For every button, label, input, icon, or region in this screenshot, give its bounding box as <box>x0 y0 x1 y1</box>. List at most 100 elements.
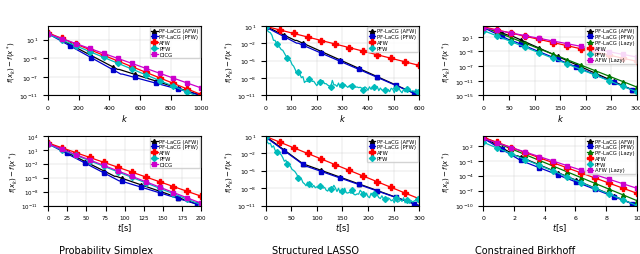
PFW <box>298 77 305 80</box>
DICG <box>74 154 81 157</box>
Line: PFW: PFW <box>481 141 639 208</box>
AFW <box>185 191 193 194</box>
PF-LaCG (AFW) <box>515 38 523 41</box>
AFW (Lazy) <box>515 34 523 37</box>
PF-LaCG (PFW) <box>136 78 143 81</box>
PFW <box>136 71 143 74</box>
AFW <box>291 33 299 36</box>
PF-LaCG (AFW) <box>479 26 487 29</box>
PFW <box>415 199 423 202</box>
DICG <box>123 61 131 64</box>
PF-LaCG (PFW) <box>515 43 523 46</box>
AFW <box>44 142 52 145</box>
DICG <box>198 87 205 90</box>
PFW <box>390 92 398 95</box>
PF-LaCG (PFW) <box>341 178 349 181</box>
PF-LaCG (PFW) <box>80 53 88 56</box>
Line: PF-LaCG (AFW): PF-LaCG (AFW) <box>46 32 204 98</box>
PF-LaCG (AFW) <box>189 92 197 95</box>
PF-LaCG (AFW) <box>74 156 81 160</box>
PF-LaCG (PFW) <box>415 204 423 207</box>
Y-axis label: $f(x_k)-f(x^*)$: $f(x_k)-f(x^*)$ <box>6 40 18 82</box>
PFW <box>404 90 412 93</box>
Line: PFW: PFW <box>481 29 639 94</box>
PFW <box>559 174 566 177</box>
PF-LaCG (PFW) <box>625 88 633 91</box>
AFW (Lazy) <box>479 137 487 140</box>
PF-LaCG (PFW) <box>408 201 415 204</box>
PFW <box>341 84 349 87</box>
DICG <box>185 197 193 200</box>
DICG <box>80 45 88 49</box>
PFW <box>571 66 579 69</box>
PF-LaCG (Lazy) <box>621 81 628 84</box>
PFW <box>185 92 193 95</box>
AFW <box>80 154 88 157</box>
PFW <box>123 174 131 177</box>
Line: AFW: AFW <box>481 135 639 196</box>
Line: PF-LaCG (PFW): PF-LaCG (PFW) <box>46 33 204 98</box>
AFW (Lazy) <box>479 27 487 30</box>
AFW <box>571 169 579 172</box>
PFW <box>262 136 269 139</box>
PF-LaCG (AFW) <box>571 63 579 66</box>
AFW <box>136 173 143 177</box>
AFW <box>44 32 52 35</box>
PF-LaCG (AFW) <box>509 153 516 156</box>
Text: Probability Simplex: Probability Simplex <box>59 245 152 254</box>
PF-LaCG (PFW) <box>408 91 415 94</box>
PFW <box>509 153 516 156</box>
PFW <box>291 171 299 174</box>
PF-LaCG (AFW) <box>136 75 143 78</box>
PFW <box>123 66 131 69</box>
PF-LaCG (AFW) <box>571 179 579 182</box>
AFW <box>408 194 415 197</box>
Line: DICG: DICG <box>46 142 204 205</box>
AFW <box>136 69 143 72</box>
PFW <box>625 201 633 204</box>
PF-LaCG (PFW) <box>262 26 269 29</box>
PF-LaCG (PFW) <box>298 44 305 47</box>
AFW <box>403 61 410 65</box>
AFW <box>621 58 628 61</box>
Line: AFW: AFW <box>263 134 422 202</box>
PFW <box>415 91 423 94</box>
PF-LaCG (AFW) <box>621 199 628 202</box>
PFW <box>403 199 410 202</box>
X-axis label: $t$[s]: $t$[s] <box>552 222 568 233</box>
PF-LaCG (AFW) <box>479 136 487 139</box>
Line: PF-LaCG (AFW): PF-LaCG (AFW) <box>481 136 639 208</box>
AFW (Lazy) <box>509 33 516 36</box>
PFW <box>298 177 305 180</box>
AFW <box>415 197 423 200</box>
PF-LaCG (PFW) <box>189 92 197 96</box>
PFW <box>509 42 516 45</box>
PF-LaCG (AFW) <box>403 89 410 92</box>
PF-LaCG (PFW) <box>123 182 131 185</box>
Line: PF-LaCG (Lazy): PF-LaCG (Lazy) <box>481 26 639 90</box>
PF-LaCG (AFW) <box>515 155 523 158</box>
AFW <box>74 152 81 155</box>
PF-LaCG (PFW) <box>198 204 205 207</box>
PF-LaCG (PFW) <box>479 27 487 30</box>
PF-LaCG (AFW) <box>298 42 305 45</box>
PFW <box>74 155 81 158</box>
DICG <box>74 43 81 46</box>
PF-LaCG (AFW) <box>185 91 193 94</box>
AFW <box>189 192 197 195</box>
PF-LaCG (AFW) <box>408 201 415 204</box>
X-axis label: $t$[s]: $t$[s] <box>117 222 132 233</box>
AFW <box>123 169 131 172</box>
PFW <box>479 141 487 144</box>
PF-LaCG (Lazy) <box>479 136 487 139</box>
AFW <box>633 192 640 195</box>
PFW <box>621 86 628 89</box>
PFW <box>198 97 205 100</box>
DICG <box>198 202 205 205</box>
Line: PF-LaCG (PFW): PF-LaCG (PFW) <box>264 136 421 208</box>
Line: AFW (Lazy): AFW (Lazy) <box>481 26 639 60</box>
PF-LaCG (Lazy) <box>625 196 633 199</box>
PFW <box>185 199 193 202</box>
PF-LaCG (Lazy) <box>479 26 487 29</box>
DICG <box>44 143 52 146</box>
